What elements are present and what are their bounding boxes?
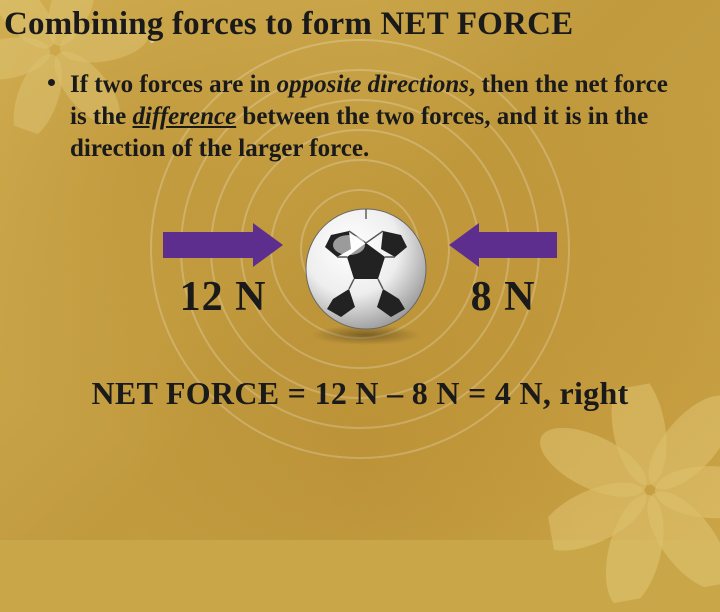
bullet-italic-phrase: opposite directions [277, 71, 469, 98]
left-force: 12 N [163, 223, 283, 321]
slide-content: Combining forces to form NET FORCE If tw… [0, 0, 720, 540]
net-force-equation: NET FORCE = 12 N – 8 N = 4 N, right [0, 375, 720, 412]
right-force-label: 8 N [471, 273, 536, 321]
bullet-prefix: If two forces are in [70, 71, 277, 98]
bullet-underline-phrase: difference [133, 103, 237, 130]
right-force: 8 N [449, 223, 557, 321]
force-diagram: 12 N [0, 187, 720, 357]
slide-title: Combining forces to form NET FORCE [0, 0, 720, 43]
arrow-left-icon [449, 223, 557, 267]
bullet-text: If two forces are in opposite directions… [70, 69, 668, 165]
arrow-right-icon [163, 223, 283, 267]
bullet-dot [48, 79, 55, 86]
soccer-ball-icon [291, 197, 441, 347]
left-force-label: 12 N [180, 273, 267, 321]
